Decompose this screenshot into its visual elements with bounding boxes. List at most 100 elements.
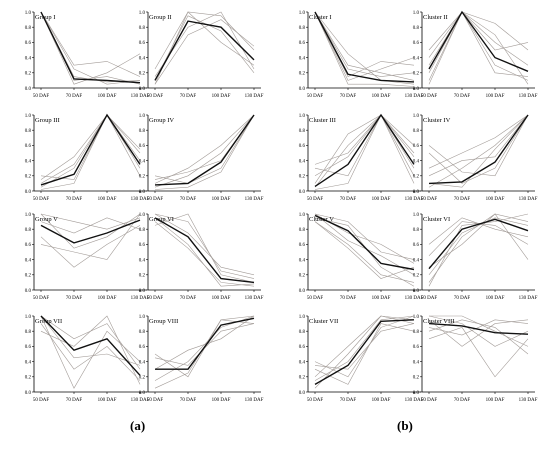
y-tick-label: 1.0 xyxy=(413,11,420,16)
y-tick-label: 0.4 xyxy=(299,56,306,61)
profile-line xyxy=(40,213,141,249)
y-tick-label: 0.6 xyxy=(25,345,32,350)
y-tick-label: 0.8 xyxy=(25,228,32,233)
x-tick-label: 100 DAF xyxy=(212,296,231,301)
y-tick-label: 0.4 xyxy=(413,360,420,365)
panel-title: Group III xyxy=(35,117,60,124)
y-tick-label: 0.8 xyxy=(413,330,420,335)
y-tick-label: 1.0 xyxy=(413,213,420,218)
y-tick-label: 0.4 xyxy=(25,159,32,164)
y-tick-label: 0.8 xyxy=(413,129,420,134)
profile-line xyxy=(314,221,415,283)
x-tick-label: 50 DAF xyxy=(421,197,437,202)
y-tick-label: 0.4 xyxy=(25,56,32,61)
x-tick-label: 100 DAF xyxy=(372,94,391,99)
panel-title: Cluster IV xyxy=(423,117,451,124)
x-tick-label: 100 DAF xyxy=(486,94,505,99)
x-tick-label: 130 DAF xyxy=(519,398,538,403)
y-tick-label: 0.0 xyxy=(299,87,306,92)
x-tick-label: 50 DAF xyxy=(33,94,49,99)
profile-line xyxy=(154,114,255,190)
panel-title: Cluster VIII xyxy=(423,318,454,325)
x-tick-label: 50 DAF xyxy=(421,398,437,403)
x-tick-label: 100 DAF xyxy=(212,94,231,99)
y-tick-label: 0.6 xyxy=(413,243,420,248)
y-tick-label: 0.0 xyxy=(25,87,32,92)
y-tick-label: 1.0 xyxy=(299,114,306,119)
x-tick-label: 130 DAF xyxy=(131,94,150,99)
x-tick-label: 100 DAF xyxy=(98,197,117,202)
y-tick-label: 0.0 xyxy=(299,190,306,195)
panel-title: Cluster I xyxy=(309,14,332,21)
profile-line xyxy=(428,11,529,81)
y-tick-label: 0.6 xyxy=(139,41,146,46)
x-tick-label: 50 DAF xyxy=(33,197,49,202)
y-tick-label: 0.2 xyxy=(299,72,306,77)
mean-line xyxy=(154,20,255,81)
x-tick-label: 70 DAF xyxy=(66,94,82,99)
x-tick-label: 130 DAF xyxy=(405,296,424,301)
y-tick-label: 0.6 xyxy=(299,144,306,149)
y-tick-label: 1.0 xyxy=(139,315,146,320)
mean-line xyxy=(314,11,415,83)
profile-line xyxy=(314,11,415,77)
y-tick-label: 0.0 xyxy=(139,87,146,92)
y-tick-label: 0.4 xyxy=(299,258,306,263)
chart-panel: 0.0 0.2 0.4 0.6 0.8 1.0 50 DAF 70 DAF 100 DAF 130… xyxy=(25,213,150,301)
panel-title: Group VII xyxy=(35,318,62,325)
y-tick-label: 1.0 xyxy=(25,315,32,320)
profile-line xyxy=(40,315,141,385)
x-tick-label: 130 DAF xyxy=(405,197,424,202)
x-tick-label: 100 DAF xyxy=(212,398,231,403)
y-tick-label: 0.6 xyxy=(25,144,32,149)
profile-line xyxy=(154,114,255,180)
y-tick-label: 0.4 xyxy=(413,159,420,164)
y-tick-label: 1.0 xyxy=(299,213,306,218)
x-tick-label: 130 DAF xyxy=(245,197,264,202)
chart-panel: 0.0 0.2 0.4 0.6 0.8 1.0 50 DAF 70 DAF 100 DAF 130… xyxy=(139,213,264,301)
y-tick-label: 0.2 xyxy=(299,376,306,381)
profile-line xyxy=(40,11,141,83)
y-tick-label: 0.8 xyxy=(413,26,420,31)
mean-line xyxy=(314,319,415,386)
caption-a: (a) xyxy=(130,418,146,433)
chart-panel: 0.0 0.2 0.4 0.6 0.8 1.0 50 DAF 70 DAF 100 DAF 130… xyxy=(413,114,538,202)
y-tick-label: 0.0 xyxy=(139,391,146,396)
y-tick-label: 0.4 xyxy=(139,258,146,263)
profile-line xyxy=(40,213,141,260)
chart-panel: 0.0 0.2 0.4 0.6 0.8 1.0 50 DAF 70 DAF 100 DAF 130… xyxy=(139,114,264,202)
panel-title: Group VI xyxy=(149,216,174,223)
profile-line xyxy=(154,221,255,287)
x-tick-label: 70 DAF xyxy=(180,398,196,403)
y-tick-label: 0.4 xyxy=(25,360,32,365)
profile-line xyxy=(314,213,415,260)
x-tick-label: 100 DAF xyxy=(486,398,505,403)
x-tick-label: 130 DAF xyxy=(131,197,150,202)
profile-line xyxy=(40,11,141,85)
y-tick-label: 1.0 xyxy=(25,114,32,119)
profile-line xyxy=(40,225,141,268)
y-tick-label: 0.6 xyxy=(139,243,146,248)
y-tick-label: 0.4 xyxy=(139,56,146,61)
x-tick-label: 50 DAF xyxy=(421,94,437,99)
x-tick-label: 70 DAF xyxy=(180,94,196,99)
profile-line xyxy=(428,217,529,275)
profile-line xyxy=(428,11,529,81)
y-tick-label: 0.2 xyxy=(25,274,32,279)
x-tick-label: 130 DAF xyxy=(131,398,150,403)
y-tick-label: 0.8 xyxy=(139,26,146,31)
profile-line xyxy=(314,114,415,177)
y-tick-label: 0.6 xyxy=(299,41,306,46)
x-tick-label: 70 DAF xyxy=(340,197,356,202)
y-tick-label: 0.0 xyxy=(299,289,306,294)
profile-line xyxy=(40,114,141,184)
chart-panel: 0.0 0.2 0.4 0.6 0.8 1.0 50 DAF 70 DAF 100 DAF 130… xyxy=(299,315,424,403)
mean-line xyxy=(428,10,529,72)
y-tick-label: 0.2 xyxy=(139,376,146,381)
y-tick-label: 0.2 xyxy=(139,274,146,279)
x-tick-label: 100 DAF xyxy=(98,296,117,301)
profile-line xyxy=(314,11,415,87)
profile-line xyxy=(428,11,529,85)
y-tick-label: 0.0 xyxy=(299,391,306,396)
